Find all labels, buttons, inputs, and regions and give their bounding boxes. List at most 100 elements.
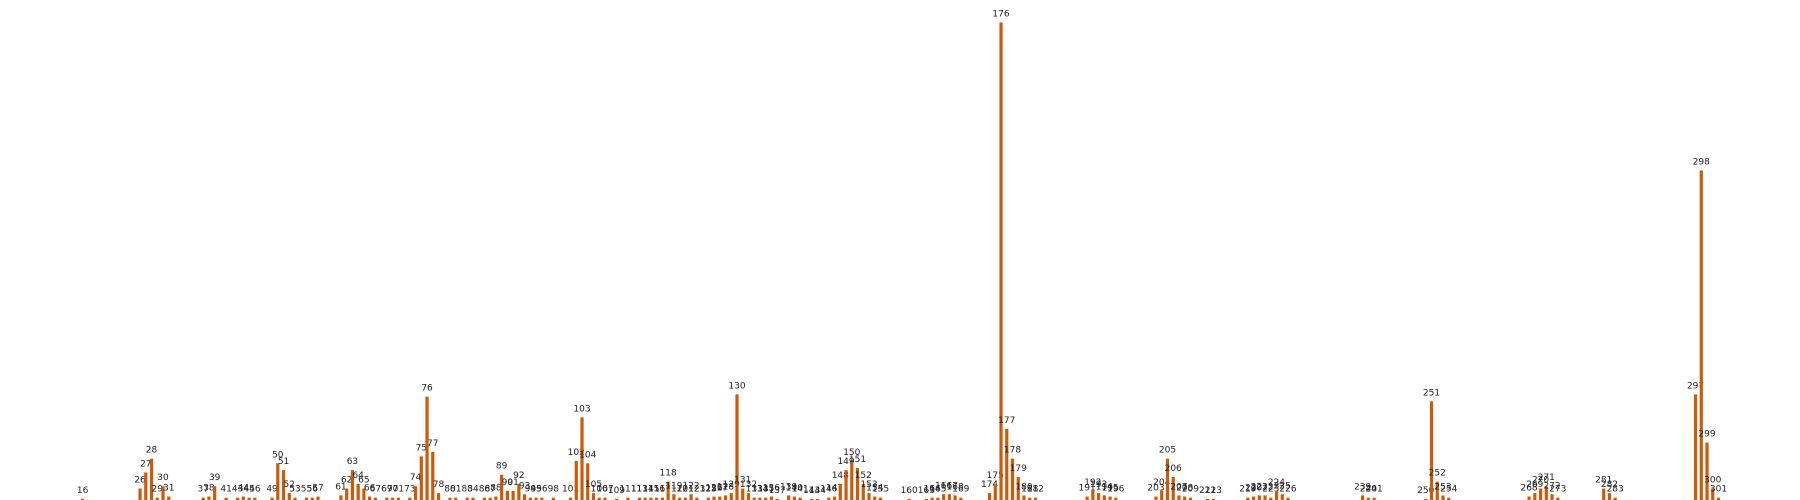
bar-label: 299 xyxy=(1698,430,1715,440)
bar-label: 103 xyxy=(573,404,590,414)
bar-label: 30 xyxy=(157,473,169,483)
bar-label: 55 xyxy=(301,485,312,495)
bar-label: 130 xyxy=(728,381,745,391)
bar xyxy=(729,493,733,500)
bar-label: 165 xyxy=(929,485,946,495)
bar xyxy=(241,496,245,500)
bar-label: 179 xyxy=(1010,464,1027,474)
bar-label: 225 xyxy=(1274,481,1291,491)
bar xyxy=(792,496,796,500)
bar-label: 141 xyxy=(792,485,809,495)
bar xyxy=(425,396,429,500)
bar-label: 195 xyxy=(1101,484,1118,494)
bar-label: 16 xyxy=(77,486,89,496)
bar-label: 50 xyxy=(272,450,284,460)
bar-label: 268 xyxy=(1520,484,1537,494)
bar xyxy=(568,497,573,500)
bar xyxy=(293,497,297,500)
bar-label: 196 xyxy=(1107,485,1124,495)
bar xyxy=(1183,496,1187,500)
bar xyxy=(1693,394,1698,500)
bar-label: 153 xyxy=(860,480,877,490)
bar xyxy=(643,497,647,500)
bar xyxy=(224,497,228,500)
bar xyxy=(838,483,842,500)
bar xyxy=(1705,442,1709,500)
bar-label: 84 xyxy=(467,485,479,495)
bar xyxy=(873,496,877,500)
bar xyxy=(936,497,940,500)
bar-label: 297 xyxy=(1687,381,1704,391)
bar xyxy=(775,498,779,500)
bar xyxy=(149,458,154,500)
bar-label: 128 xyxy=(717,482,734,492)
bar-label: 122 xyxy=(682,481,699,491)
bar-label: 220 xyxy=(1245,484,1262,494)
bar-label: 134 xyxy=(751,485,768,495)
bar xyxy=(723,495,728,500)
bar-label: 298 xyxy=(1693,158,1710,168)
bar xyxy=(1188,497,1193,500)
bar xyxy=(482,497,487,500)
bar-label: 192 xyxy=(1084,478,1101,488)
bar xyxy=(287,493,291,500)
bar xyxy=(993,483,997,500)
bar xyxy=(161,486,165,500)
bar-label: 273 xyxy=(1549,485,1566,495)
bar xyxy=(500,474,504,500)
bar-label: 252 xyxy=(1429,469,1446,479)
bar-label: 90 xyxy=(502,478,514,488)
bar-label: 109 xyxy=(608,486,625,496)
bar-label: 136 xyxy=(763,484,780,494)
bar xyxy=(1556,497,1560,500)
bar xyxy=(769,496,774,500)
bar xyxy=(1154,496,1158,500)
bar-label: 89 xyxy=(496,462,508,472)
bar-label: 83 xyxy=(461,485,472,495)
bar xyxy=(752,497,756,500)
bar xyxy=(827,497,831,500)
bar xyxy=(1269,497,1273,500)
bar xyxy=(815,498,819,500)
bar-label: 178 xyxy=(1004,446,1021,456)
bar-label: 135 xyxy=(757,485,774,495)
bar-label: 148 xyxy=(832,471,849,481)
bar xyxy=(144,472,148,500)
bar-label: 241 xyxy=(1366,485,1383,495)
bar xyxy=(1108,496,1112,500)
bar xyxy=(1010,458,1015,500)
bar-label: 133 xyxy=(746,485,763,495)
bar xyxy=(1016,477,1020,500)
bar xyxy=(454,497,458,500)
bar xyxy=(649,497,653,500)
bar xyxy=(1711,488,1715,500)
bar xyxy=(574,460,578,500)
bar-label: 177 xyxy=(998,416,1015,426)
bar-label: 46 xyxy=(249,485,261,495)
bar xyxy=(431,451,435,500)
bar xyxy=(798,497,802,500)
bar-label: 62 xyxy=(341,476,352,486)
bar xyxy=(867,493,871,500)
bar-label: 51 xyxy=(278,457,289,467)
bar xyxy=(488,497,492,500)
bar-label: 86 xyxy=(479,485,491,495)
bar-label: 150 xyxy=(843,448,860,458)
bar-label: 301 xyxy=(1710,485,1727,495)
bar-label: 38 xyxy=(203,484,215,494)
bar xyxy=(362,488,366,500)
bar xyxy=(614,498,619,500)
bar-label: 300 xyxy=(1704,476,1721,486)
bar xyxy=(586,463,590,500)
bar xyxy=(1366,497,1370,500)
bar-label: 117 xyxy=(654,485,671,495)
bar-label: 101 xyxy=(562,485,579,495)
bar xyxy=(1361,495,1365,500)
bar xyxy=(1096,493,1101,500)
bar xyxy=(276,463,280,500)
bar xyxy=(953,495,957,500)
bar-label: 39 xyxy=(209,473,221,483)
bar xyxy=(1206,498,1210,500)
bar xyxy=(1424,498,1428,500)
bar-label: 169 xyxy=(952,485,969,495)
